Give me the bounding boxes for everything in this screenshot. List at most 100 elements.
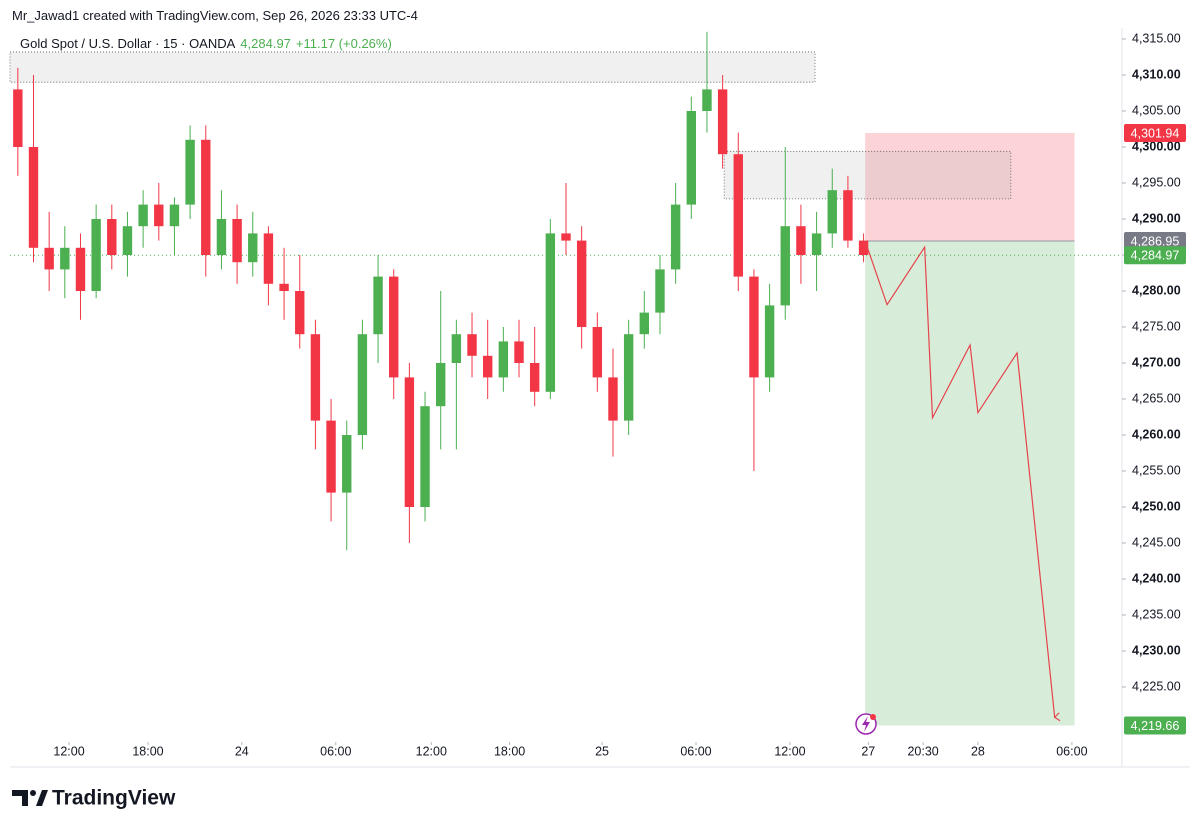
y-tick-label: 4,295.00	[1132, 175, 1181, 189]
candle-body	[295, 291, 305, 335]
candles	[13, 31, 869, 551]
candle-body	[232, 219, 242, 263]
x-tick-label: 06:00	[320, 744, 351, 758]
candle-body	[404, 377, 415, 508]
x-tick-label: 12:00	[416, 744, 447, 758]
candle-body	[655, 269, 665, 313]
candle-body	[216, 219, 227, 256]
brand-logo	[12, 790, 48, 806]
stop-zone	[865, 133, 1075, 241]
candle-body	[342, 435, 352, 493]
y-tick-label: 4,230.00	[1132, 643, 1181, 657]
y-tick-label: 4,250.00	[1132, 499, 1181, 513]
price-tag	[1124, 124, 1186, 143]
candle-body	[482, 355, 493, 378]
x-tick-label: 12:00	[53, 744, 84, 758]
y-tick-label: 4,270.00	[1132, 355, 1181, 369]
candle-body	[169, 204, 180, 227]
x-tick-label: 27	[861, 744, 875, 758]
y-tick-label: 4,255.00	[1132, 463, 1181, 477]
x-tick-label: 20:30	[907, 744, 938, 758]
y-tick-label: 4,280.00	[1132, 283, 1181, 297]
price-tag-label: 4,219.66	[1131, 719, 1180, 733]
candle-body	[154, 204, 164, 227]
projection-path	[864, 240, 1061, 722]
candle-body	[122, 226, 133, 256]
candle-body	[436, 363, 446, 407]
candle-body	[717, 89, 728, 155]
x-tick-label: 18:00	[494, 744, 525, 758]
candle-body	[185, 139, 195, 205]
candle-body	[263, 233, 274, 284]
candle-body	[201, 139, 211, 256]
y-tick-label: 4,235.00	[1132, 607, 1181, 621]
price-tag	[1124, 246, 1186, 265]
candle-body	[796, 226, 806, 256]
y-tick-label: 4,305.00	[1132, 103, 1181, 117]
x-tick-label: 25	[595, 744, 609, 758]
candle-body	[91, 219, 101, 292]
candle-body	[373, 276, 383, 335]
y-tick-label: 4,245.00	[1132, 535, 1181, 549]
price-tag-label: 4,301.94	[1131, 126, 1180, 140]
candle-body	[561, 233, 571, 241]
candle-body	[389, 276, 399, 378]
x-tick-label: 28	[971, 744, 985, 758]
y-tick-label: 4,290.00	[1132, 211, 1181, 225]
y-tick-label: 4,240.00	[1132, 571, 1181, 585]
brand-name: TradingView	[52, 787, 176, 810]
candle-body	[811, 233, 822, 256]
candle-body	[843, 190, 853, 241]
drawings	[9, 51, 1122, 726]
candle-body	[44, 247, 54, 270]
attribution: Mr_Jawad1 created with TradingView.com, …	[12, 8, 418, 23]
price-tag-label: 4,286.95	[1131, 234, 1180, 248]
candle-body	[75, 247, 86, 292]
candle-body	[310, 334, 321, 421]
candle-body	[858, 240, 869, 256]
candle-body	[467, 334, 477, 356]
price-tag-label: 4,284.97	[1131, 249, 1180, 263]
y-tick-label: 4,315.00	[1132, 31, 1181, 45]
candle-body	[639, 312, 650, 335]
symbol-title: Gold Spot / U.S. Dollar · 15 · OANDA	[20, 36, 236, 51]
candle-body	[670, 204, 681, 270]
candle-body	[608, 377, 618, 421]
candle-body	[623, 334, 634, 421]
x-tick-label: 24	[235, 744, 249, 758]
overlays	[864, 240, 1061, 722]
alert-icon[interactable]	[855, 713, 877, 735]
candle-body	[733, 154, 743, 277]
supply-zone	[723, 150, 1012, 200]
candle-body	[60, 247, 70, 270]
legend: Gold Spot / U.S. Dollar · 15 · OANDA 4,2…	[20, 36, 392, 51]
candle-body	[545, 233, 556, 392]
x-tick-label: 06:00	[680, 744, 711, 758]
candle-body	[827, 190, 837, 234]
candle-body	[28, 147, 39, 248]
candle-body	[13, 89, 23, 148]
candle-body	[592, 327, 603, 378]
x-tick-label: 18:00	[132, 744, 163, 758]
y-tick-label: 4,275.00	[1132, 319, 1181, 333]
y-tick-label: 4,225.00	[1132, 679, 1181, 693]
candle-body	[702, 89, 712, 112]
candle-body	[749, 276, 759, 378]
candle-body	[686, 111, 696, 205]
candle-body	[576, 240, 587, 328]
candle-body	[420, 406, 430, 508]
price-tag	[1124, 231, 1186, 250]
legend-price: 4,284.97	[240, 36, 291, 51]
x-tick-label: 12:00	[774, 744, 805, 758]
legend-change: +11.17 (+0.26%)	[295, 36, 392, 51]
candle-body	[764, 305, 775, 378]
candle-body	[357, 334, 368, 436]
y-tick-label: 4,265.00	[1132, 391, 1181, 405]
candle-body	[498, 341, 509, 378]
candle-body	[780, 226, 790, 306]
x-tick-label: 06:00	[1056, 744, 1087, 758]
y-tick-label: 4,260.00	[1132, 427, 1181, 441]
